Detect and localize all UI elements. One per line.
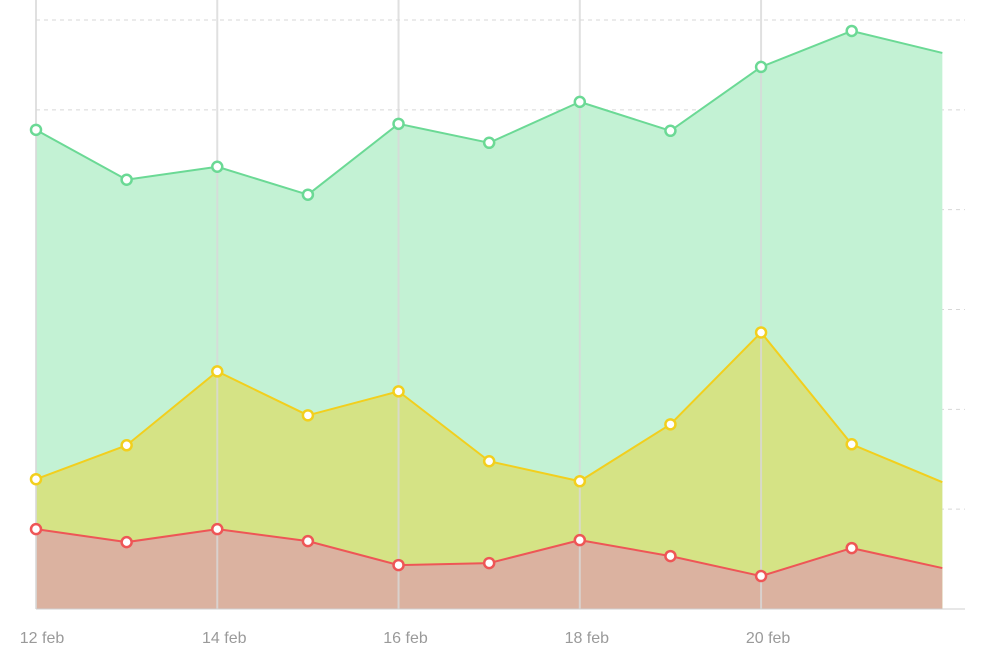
data-point-s2-1	[120, 535, 133, 549]
data-point-s0-0	[29, 123, 43, 137]
data-point-s0-9	[845, 24, 858, 38]
data-point-s1-3	[301, 409, 315, 422]
data-point-s1-1	[120, 439, 133, 452]
x-tick-label: 12 feb	[20, 630, 65, 647]
data-point-s2-5	[482, 556, 496, 570]
data-point-s2-7	[664, 549, 677, 563]
data-point-s1-4	[392, 385, 405, 398]
data-point-s1-8	[754, 326, 768, 339]
data-point-s0-6	[573, 95, 587, 109]
data-point-s2-2	[211, 522, 224, 536]
data-point-s2-0	[29, 522, 43, 536]
data-point-s1-7	[664, 418, 677, 431]
x-tick-label: 16 feb	[383, 630, 428, 647]
data-point-s1-2	[211, 365, 224, 378]
data-point-s0-5	[482, 136, 496, 150]
x-tick-label: 14 feb	[202, 630, 247, 647]
data-point-s0-3	[301, 188, 315, 201]
data-point-s0-2	[211, 160, 224, 174]
data-point-s0-8	[754, 60, 768, 74]
data-point-s0-1	[120, 173, 133, 186]
marker-layer	[29, 24, 858, 583]
x-axis: 12 feb 14 feb 16 feb 18 feb 20 feb	[20, 608, 965, 647]
data-point-s1-9	[845, 438, 858, 451]
data-point-s2-6	[573, 533, 587, 547]
data-point-s1-5	[482, 455, 496, 468]
data-point-s0-7	[664, 124, 677, 138]
x-tick-label: 18 feb	[565, 630, 610, 647]
x-tick-label: 20 feb	[746, 630, 791, 647]
area-layer	[36, 30, 943, 609]
data-point-s2-4	[392, 558, 405, 572]
data-point-s1-6	[573, 474, 587, 488]
data-point-s2-3	[301, 534, 315, 548]
data-point-s2-9	[845, 541, 858, 555]
data-point-s1-0	[29, 472, 43, 486]
data-point-s2-8	[754, 569, 768, 583]
data-point-s0-4	[392, 117, 405, 131]
